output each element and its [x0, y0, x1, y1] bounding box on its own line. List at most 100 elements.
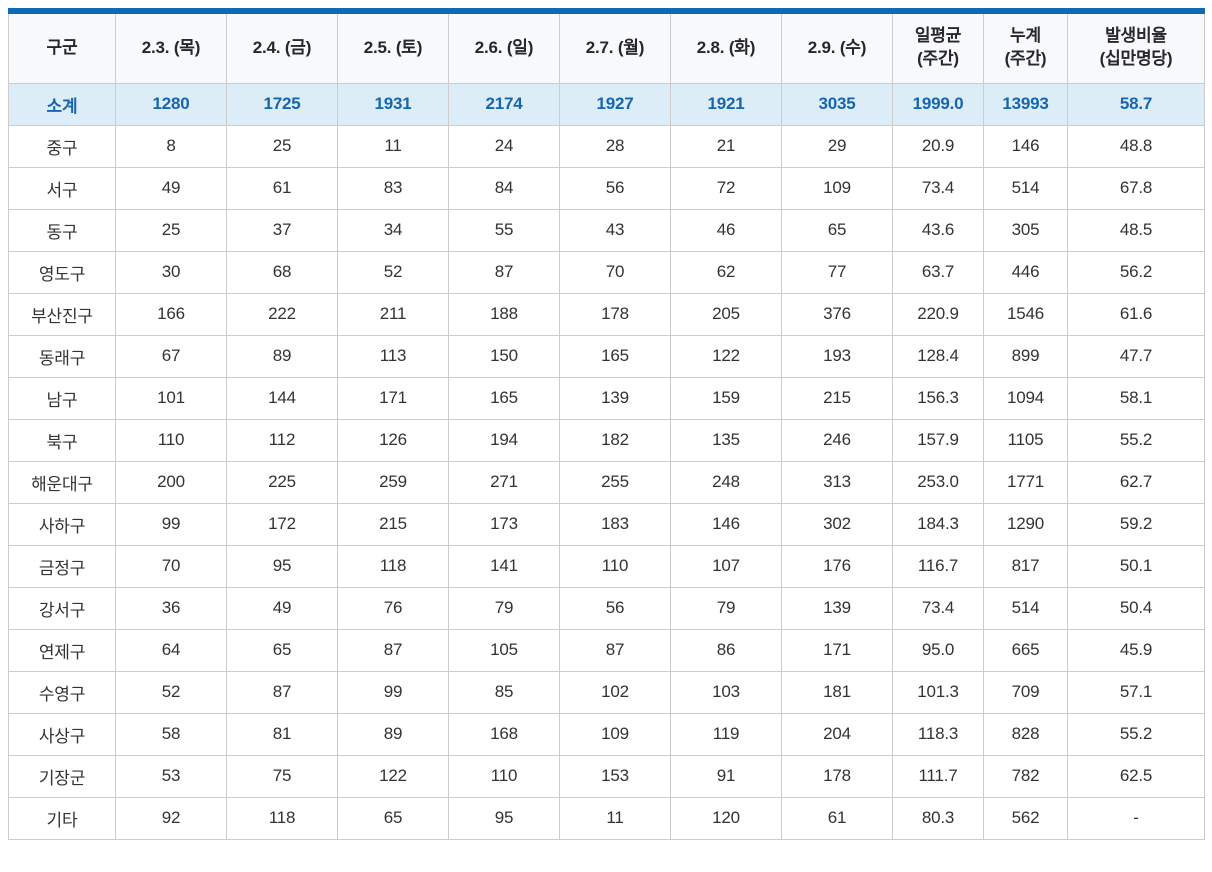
- cell: 79: [448, 586, 560, 630]
- cell: 20.9: [892, 124, 984, 168]
- cell: 55.2: [1067, 418, 1205, 462]
- cell: 1094: [983, 376, 1068, 420]
- table-row: 서구 49 61 83 84 56 72 109 73.4 514 67.8: [8, 166, 1205, 210]
- cell: 101: [115, 376, 227, 420]
- table-row: 강서구 36 49 76 79 56 79 139 73.4 514 50.4: [8, 586, 1205, 630]
- cell: 514: [983, 586, 1068, 630]
- cell: 709: [983, 670, 1068, 714]
- cell: 45.9: [1067, 628, 1205, 672]
- cell: 62.5: [1067, 754, 1205, 798]
- row-label: 해운대구: [8, 460, 116, 504]
- cell: 59.2: [1067, 502, 1205, 546]
- cell: 178: [781, 754, 893, 798]
- table-row: 동래구 67 89 113 150 165 122 193 128.4 899 47.7: [8, 334, 1205, 378]
- row-label: 수영구: [8, 670, 116, 714]
- cell: 118.3: [892, 712, 984, 756]
- cell: 253.0: [892, 460, 984, 504]
- cell: 52: [115, 670, 227, 714]
- cell: 43.6: [892, 208, 984, 252]
- cell: 171: [781, 628, 893, 672]
- cell: 81: [226, 712, 338, 756]
- cell: 55: [448, 208, 560, 252]
- cell: 30: [115, 250, 227, 294]
- cell: 782: [983, 754, 1068, 798]
- column-header: 2.6. (일): [448, 10, 560, 84]
- cell: 113: [337, 334, 449, 378]
- row-label: 영도구: [8, 250, 116, 294]
- cell: 24: [448, 124, 560, 168]
- cell: 246: [781, 418, 893, 462]
- cell: -: [1067, 796, 1205, 840]
- cell: 55.2: [1067, 712, 1205, 756]
- cell: 50.1: [1067, 544, 1205, 588]
- row-label: 동래구: [8, 334, 116, 378]
- row-label: 북구: [8, 418, 116, 462]
- cell: 56: [559, 166, 671, 210]
- row-label: 중구: [8, 124, 116, 168]
- cell: 68: [226, 250, 338, 294]
- cell: 146: [670, 502, 782, 546]
- table-row: 사상구 58 81 89 168 109 119 204 118.3 828 55.2: [8, 712, 1205, 756]
- cell: 72: [670, 166, 782, 210]
- cell: 29: [781, 124, 893, 168]
- cell: 61: [226, 166, 338, 210]
- table-row: 수영구 52 87 99 85 102 103 181 101.3 709 57.1: [8, 670, 1205, 714]
- cell: 99: [337, 670, 449, 714]
- cell: 58: [115, 712, 227, 756]
- cell: 182: [559, 418, 671, 462]
- cell: 259: [337, 460, 449, 504]
- cell: 305: [983, 208, 1068, 252]
- cell: 49: [226, 586, 338, 630]
- cell: 52: [337, 250, 449, 294]
- cell: 80.3: [892, 796, 984, 840]
- cell: 95: [226, 544, 338, 588]
- table-row: 부산진구 166 222 211 188 178 205 376 220.9 1546 61.6: [8, 292, 1205, 336]
- cell: 119: [670, 712, 782, 756]
- cell: 84: [448, 166, 560, 210]
- cell: 135: [670, 418, 782, 462]
- row-label: 부산진구: [8, 292, 116, 336]
- table-header: 구군 2.3. (목) 2.4. (금) 2.5. (토) 2.6. (일) 2.7. (…: [8, 10, 1205, 84]
- cell: 1999.0: [892, 82, 984, 126]
- column-header: 일평균 (주간): [892, 10, 984, 84]
- cell: 144: [226, 376, 338, 420]
- cell: 128.4: [892, 334, 984, 378]
- cell: 157.9: [892, 418, 984, 462]
- cell: 899: [983, 334, 1068, 378]
- cell: 37: [226, 208, 338, 252]
- cell: 156.3: [892, 376, 984, 420]
- cell: 67: [115, 334, 227, 378]
- cell: 165: [559, 334, 671, 378]
- subtotal-row: 소계 1280 1725 1931 2174 1927 1921 3035 1999.0 1399…: [8, 82, 1205, 126]
- cell: 56.2: [1067, 250, 1205, 294]
- cell: 91: [670, 754, 782, 798]
- cell: 62.7: [1067, 460, 1205, 504]
- cell: 205: [670, 292, 782, 336]
- column-header: 2.7. (월): [559, 10, 671, 84]
- cell: 109: [781, 166, 893, 210]
- cell: 103: [670, 670, 782, 714]
- cell: 271: [448, 460, 560, 504]
- cell: 1927: [559, 82, 671, 126]
- cell: 178: [559, 292, 671, 336]
- cell: 165: [448, 376, 560, 420]
- cell: 118: [226, 796, 338, 840]
- cell: 62: [670, 250, 782, 294]
- cell: 105: [448, 628, 560, 672]
- column-header: 2.9. (수): [781, 10, 893, 84]
- cell: 2174: [448, 82, 560, 126]
- cell: 61: [781, 796, 893, 840]
- cell: 828: [983, 712, 1068, 756]
- cell: 1105: [983, 418, 1068, 462]
- column-header: 발생비율 (십만명당): [1067, 10, 1205, 84]
- cell: 118: [337, 544, 449, 588]
- cell: 110: [448, 754, 560, 798]
- cell: 120: [670, 796, 782, 840]
- table-row: 기타 92 118 65 95 11 120 61 80.3 562-: [8, 796, 1205, 840]
- cell: 302: [781, 502, 893, 546]
- cell: 446: [983, 250, 1068, 294]
- cell: 11: [559, 796, 671, 840]
- table-container: 구군 2.3. (목) 2.4. (금) 2.5. (토) 2.6. (일) 2.7. (…: [8, 8, 1205, 840]
- cell: 562: [983, 796, 1068, 840]
- cell: 77: [781, 250, 893, 294]
